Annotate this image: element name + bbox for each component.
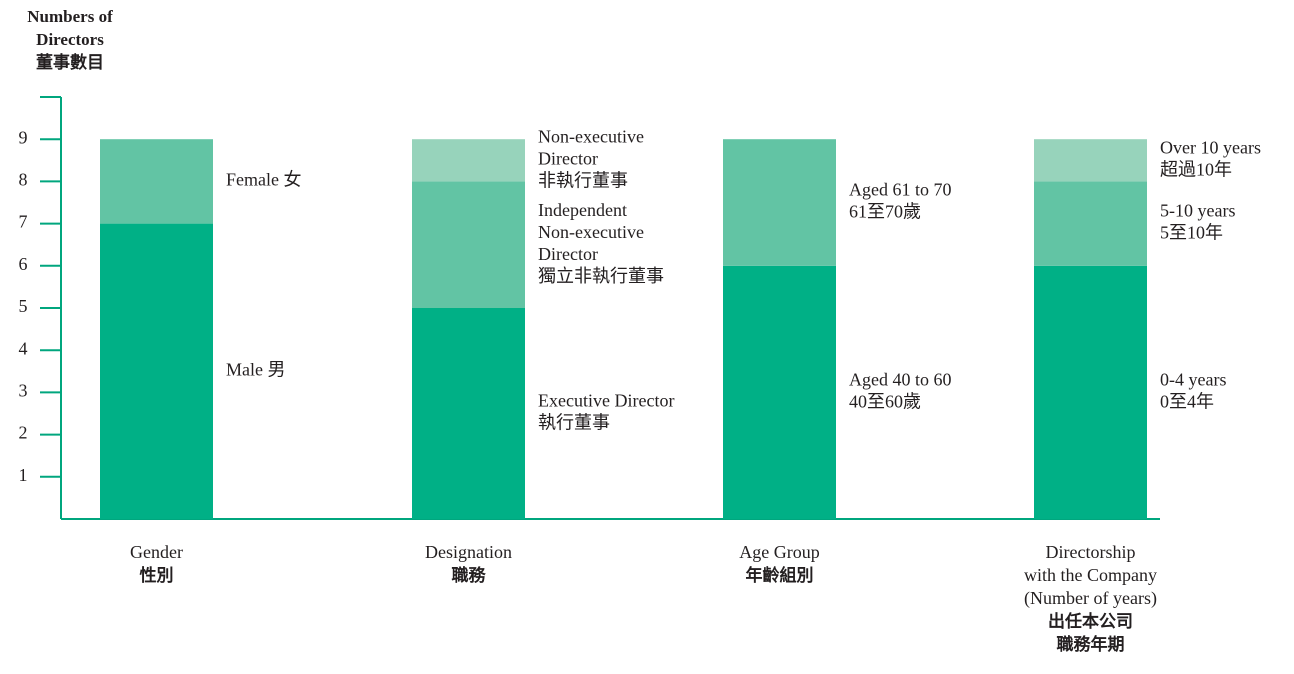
segment-label: Aged 61 to 70 <box>849 180 952 200</box>
y-tick-label: 5 <box>19 296 28 316</box>
segment-label: 0至4年 <box>1160 392 1214 412</box>
segment-label: Non-executive <box>538 222 644 242</box>
y-tick-label: 2 <box>19 423 28 443</box>
segment-label: 獨立非執行董事 <box>538 266 664 286</box>
segment-label: Female 女 <box>226 170 301 190</box>
y-axis-label: Directors <box>36 30 104 49</box>
x-tick-label: (Number of years) <box>1024 588 1157 609</box>
bar-segment <box>412 181 525 308</box>
y-tick-label: 9 <box>19 127 28 147</box>
segment-label: Director <box>538 244 598 264</box>
segment-label: Non-executive <box>538 126 644 146</box>
y-tick-label: 8 <box>19 170 28 190</box>
segment-label: 5至10年 <box>1160 223 1223 243</box>
segment-label: 40至60歲 <box>849 392 921 412</box>
x-tick-label: Age Group <box>739 542 819 562</box>
x-tick-label: 職務年期 <box>1057 634 1125 654</box>
segment-label: 執行董事 <box>538 413 610 433</box>
y-tick-label: 7 <box>19 212 28 232</box>
segment-label: Independent <box>538 200 627 220</box>
x-tick-label: with the Company <box>1024 565 1157 585</box>
y-tick-label: 6 <box>19 254 28 274</box>
bar-segment <box>412 308 525 519</box>
bar-segment <box>412 139 525 182</box>
x-tick-label: Directorship <box>1046 542 1136 562</box>
segment-label: 超過10年 <box>1160 159 1232 179</box>
y-tick-label: 3 <box>19 381 28 401</box>
y-tick-label: 4 <box>19 338 28 358</box>
segment-label: 5-10 years <box>1160 201 1235 221</box>
x-tick-label: 性別 <box>140 565 174 585</box>
bar-segment <box>100 139 213 224</box>
x-tick-label: 年齡組別 <box>746 565 814 585</box>
segment-label: Executive Director <box>538 391 674 411</box>
segment-label: 61至70歲 <box>849 202 921 222</box>
segment-label: Director <box>538 148 598 168</box>
segment-label: Aged 40 to 60 <box>849 370 952 390</box>
bar-segment <box>1034 139 1147 182</box>
bar-segment <box>723 139 836 266</box>
segment-label: Over 10 years <box>1160 137 1261 157</box>
y-tick-label: 1 <box>19 465 28 485</box>
bar-segment <box>100 223 213 519</box>
y-axis-label: 董事數目 <box>36 52 104 72</box>
bar-segment <box>1034 181 1147 266</box>
bar-segment <box>723 265 836 519</box>
bar-segment <box>1034 265 1147 519</box>
segment-label: 非執行董事 <box>538 170 628 190</box>
segment-label: 0-4 years <box>1160 370 1226 390</box>
y-axis-label: Numbers of <box>27 7 113 26</box>
segment-label: Male 男 <box>226 359 285 379</box>
x-tick-label: 出任本公司 <box>1048 611 1133 631</box>
x-tick-label: 職務 <box>452 565 487 585</box>
x-tick-label: Gender <box>130 542 183 562</box>
x-tick-label: Designation <box>425 542 512 562</box>
